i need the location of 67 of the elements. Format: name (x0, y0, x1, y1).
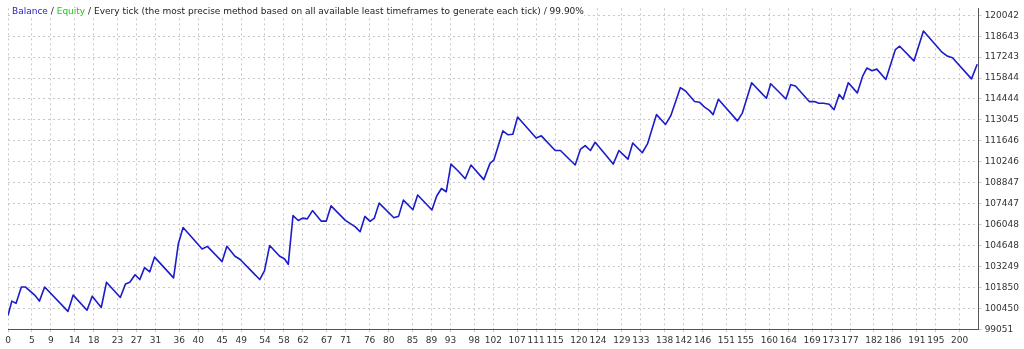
x-tick-label: 67 (321, 334, 333, 345)
x-tick-label: 129 (613, 334, 631, 345)
y-tick-label: 110246 (984, 156, 1020, 167)
x-tick-label: 142 (675, 334, 693, 345)
x-tick-label: 54 (259, 334, 271, 345)
y-tick-label: 117243 (984, 51, 1019, 62)
x-tick-label: 45 (216, 334, 228, 345)
x-tick-label: 124 (589, 334, 607, 345)
x-tick-label: 155 (736, 334, 755, 345)
x-tick-label: 58 (278, 334, 290, 345)
x-tick-label: 93 (444, 334, 457, 345)
x-tick-label: 85 (406, 334, 419, 345)
x-tick-label: 160 (760, 334, 779, 345)
x-tick-label: 40 (192, 334, 205, 345)
y-tick-label: 103249 (984, 260, 1020, 271)
x-tick-label: 111 (527, 334, 545, 345)
x-tick-label: 133 (632, 334, 650, 345)
text: Balance (12, 6, 48, 16)
x-tick-label: 23 (111, 334, 124, 345)
x-tick-label: 173 (822, 334, 840, 345)
x-tick-label: 9 (47, 334, 54, 345)
x-tick-label: 107 (508, 334, 526, 345)
y-tick-label: 120042 (984, 9, 1019, 20)
x-tick-label: 89 (425, 334, 438, 345)
x-tick-label: 102 (484, 334, 502, 345)
y-tick-label: 115844 (984, 72, 1020, 83)
x-tick-label: 151 (717, 334, 736, 345)
x-tick-label: 18 (87, 334, 100, 345)
annotation: / (50, 6, 54, 16)
x-tick-label: 14 (68, 334, 81, 345)
y-tick-label: 113045 (984, 114, 1019, 125)
y-tick-label: 108847 (984, 177, 1019, 188)
x-tick-label: 98 (468, 334, 481, 345)
chart-title: Every tick (the most precise method based on all available least timeframes to generate each tick) / 99.90% (93, 6, 584, 16)
y-tick-label: 118643 (984, 30, 1019, 41)
x-tick-label: 200 (951, 334, 969, 345)
x-tick-label: 164 (779, 334, 798, 345)
x-tick-label: 5 (28, 334, 35, 345)
x-tick-label: 138 (656, 334, 674, 345)
x-tick-label: 182 (865, 334, 883, 345)
y-tick-label: 107447 (984, 197, 1019, 208)
x-tick-label: 49 (235, 334, 248, 345)
annotation: / (88, 6, 92, 16)
x-tick-label: 71 (340, 334, 352, 345)
x-tick-label: 177 (841, 334, 859, 345)
x-tick-label: 76 (363, 334, 376, 345)
y-tick-label: 101850 (984, 281, 1020, 292)
legend-label: Equity (56, 6, 86, 16)
x-tick-label: 62 (297, 334, 309, 345)
x-tick-label: 36 (173, 334, 186, 345)
x-tick-label: 115 (546, 334, 564, 345)
x-tick-label: 146 (694, 334, 712, 345)
x-tick-label: 0 (5, 334, 12, 345)
x-tick-label: 169 (803, 334, 821, 345)
x-tick-label: 27 (130, 334, 143, 345)
y-tick-label: 99051 (984, 323, 1014, 334)
x-tick-label: 80 (382, 334, 395, 345)
x-tick-label: 191 (908, 334, 926, 345)
y-tick-label: 106048 (984, 218, 1020, 229)
x-tick-label: 31 (149, 334, 162, 345)
x-tick-label: 120 (570, 334, 588, 345)
x-tick-label: 195 (927, 334, 945, 345)
y-tick-label: 114444 (984, 93, 1020, 104)
y-tick-label: 100450 (984, 302, 1020, 313)
x-tick-label: 186 (884, 334, 902, 345)
y-tick-label: 104648 (984, 239, 1020, 250)
y-tick-label: 111646 (984, 135, 1020, 146)
